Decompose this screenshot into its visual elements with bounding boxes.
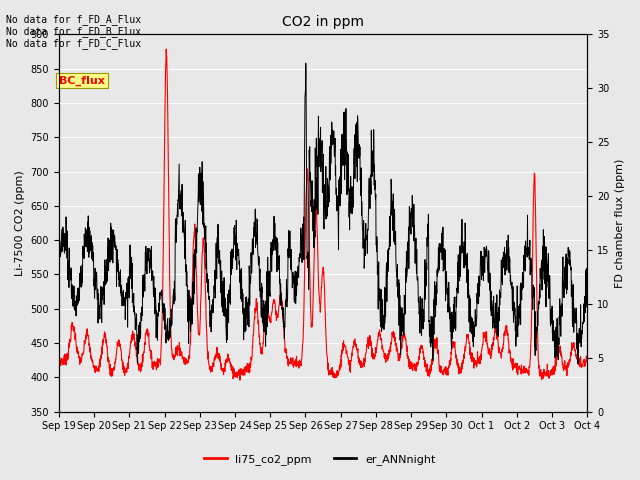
Text: BC_flux: BC_flux [59, 75, 105, 85]
Y-axis label: FD chamber flux (ppm): FD chamber flux (ppm) [615, 158, 625, 288]
Title: CO2 in ppm: CO2 in ppm [282, 15, 364, 29]
Text: No data for f_FD_C_Flux: No data for f_FD_C_Flux [6, 37, 141, 48]
Text: No data for f_FD_A_Flux: No data for f_FD_A_Flux [6, 13, 141, 24]
Legend: li75_co2_ppm, er_ANNnight: li75_co2_ppm, er_ANNnight [200, 450, 440, 469]
Text: No data for f_FD_B_Flux: No data for f_FD_B_Flux [6, 25, 141, 36]
Y-axis label: Li-7500 CO2 (ppm): Li-7500 CO2 (ppm) [15, 170, 25, 276]
